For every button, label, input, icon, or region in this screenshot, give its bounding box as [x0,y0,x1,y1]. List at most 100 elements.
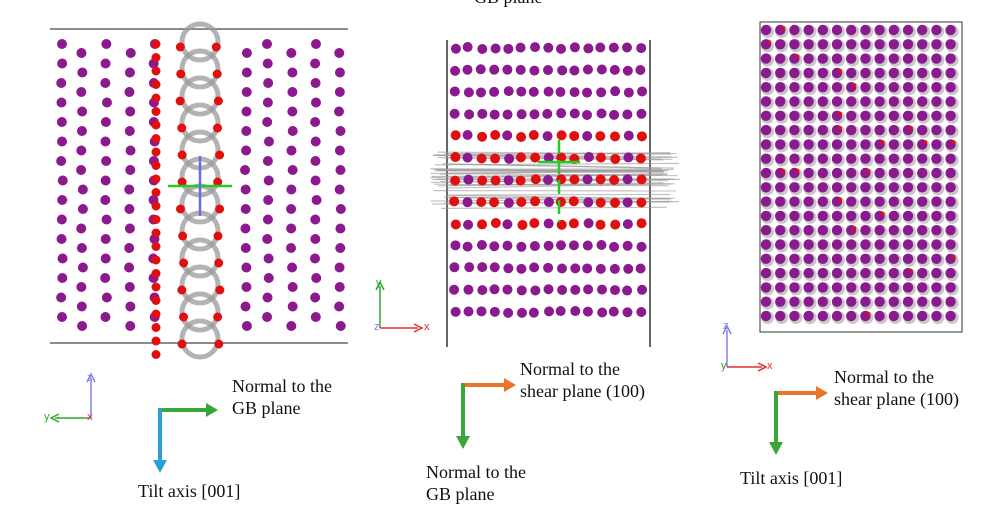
bulk-atom [902,153,914,164]
gb-atom [462,130,473,141]
gb-atom [489,197,500,208]
bulk-atom [623,263,634,274]
gb-atom [838,68,842,73]
left-triad-left-label: y [44,411,50,423]
bulk-atom [476,240,487,251]
bulk-atom [489,241,500,252]
bulk-atom [450,65,461,76]
gb-atom [852,83,857,88]
bulk-atom [817,82,828,93]
bulk-atom [775,267,786,279]
bulk-atom [760,153,772,164]
bulk-atom [803,253,814,264]
bulk-atom [334,87,345,97]
bulk-atom [516,241,527,252]
bulk-atom [888,182,899,193]
bulk-atom [570,263,581,274]
gb-atom [151,107,161,116]
gb-atom [151,296,161,305]
bulk-atom [100,58,111,69]
gb-atom [556,152,567,163]
gb-atom [151,161,161,170]
bulk-atom [543,65,554,76]
bulk-atom [516,109,527,120]
bulk-atom [556,108,567,119]
bulk-atom [310,97,321,108]
bulk-atom [310,117,321,127]
gb-atom [517,219,528,230]
bulk-atom [874,124,885,136]
bulk-atom [310,136,321,147]
gb-atom [151,93,161,103]
left-tilt-axis-arrow [153,408,167,473]
gb-atom [530,174,541,185]
gb-atom [610,131,621,142]
middle-normal-gb-arrow [456,383,470,449]
gb-atom [951,140,956,145]
bulk-atom [789,67,800,79]
gb-atom [595,219,606,230]
bulk-atom [56,117,67,127]
bulk-atom [760,239,772,250]
bulk-atom [775,39,786,50]
gb-atom [177,177,187,187]
bulk-atom [595,42,606,53]
bulk-atom [263,253,274,264]
gb-atom [781,26,786,30]
gb-atom [476,153,487,164]
bulk-atom [902,24,914,36]
bulk-atom [760,124,772,136]
gb-atom [529,218,540,229]
bulk-atom [569,42,580,53]
bulk-atom [582,109,593,120]
bulk-atom [917,182,928,193]
right-triad-center-label: y [721,360,727,372]
bulk-atom [789,139,800,150]
trajectory-line [449,170,664,173]
bulk-atom [888,196,899,207]
bulk-atom [775,182,786,193]
gb-atom [622,197,633,208]
gb-atom [151,228,161,238]
bulk-atom [760,110,772,122]
bulk-atom [760,310,772,322]
gb-atom [151,215,161,224]
gb-atom [795,54,800,59]
bulk-atom [76,126,87,136]
bulk-atom [334,106,345,117]
bulk-atom [335,165,346,175]
bulk-atom [902,82,914,93]
bulk-atom [569,87,580,98]
bulk-atom [945,239,956,250]
bulk-atom [831,24,843,36]
bulk-atom [846,267,857,279]
bulk-atom [817,24,828,36]
bulk-atom [888,267,899,279]
bulk-atom [917,225,928,236]
bulk-atom [240,165,251,175]
bulk-atom [817,182,828,193]
gb-atom [151,201,161,211]
bulk-atom [568,240,579,251]
bulk-atom [76,243,87,253]
bulk-atom [262,97,273,108]
bulk-atom [310,156,321,166]
trajectory-line [441,206,667,209]
bulk-atom [760,182,772,193]
bulk-atom [931,225,942,236]
bulk-atom [831,139,843,150]
bulk-atom [860,225,871,236]
bulk-atom [335,243,346,253]
right-normal-shear-label: Normal to the shear plane (100) [834,366,959,410]
bulk-atom [77,204,88,214]
bulk-atom [817,310,828,322]
gb-atom [556,219,567,230]
bulk-atom [597,307,608,318]
gb-trajectory-ring [179,21,221,63]
bulk-atom [760,167,772,179]
bulk-atom [760,96,772,107]
bulk-atom [76,145,87,156]
bulk-atom [477,285,488,296]
bulk-atom [917,24,928,36]
bulk-atom [846,167,857,179]
